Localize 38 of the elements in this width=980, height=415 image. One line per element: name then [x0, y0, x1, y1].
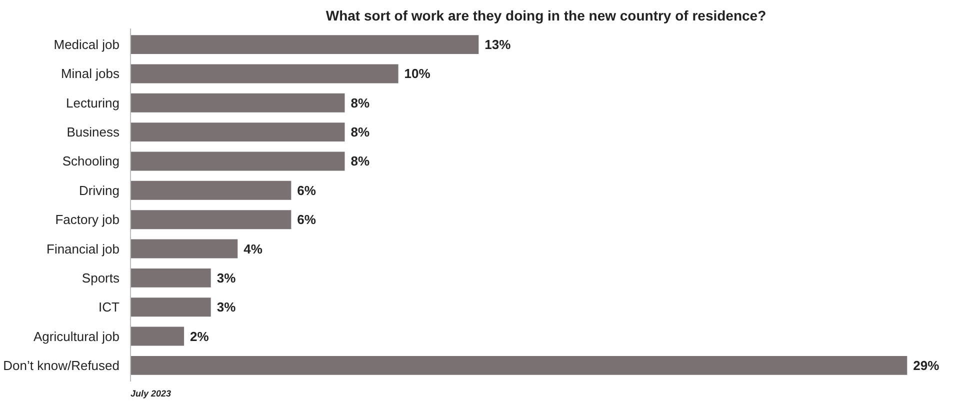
y-tick-label: ICT [98, 300, 120, 315]
y-tick-label: Lecturing [66, 95, 120, 110]
bar [130, 268, 211, 288]
data-label: 13% [484, 37, 512, 52]
y-tick-label: Medical job [54, 37, 120, 52]
y-tick-label: Don’t know/Refused [3, 358, 120, 373]
data-label: 8% [350, 154, 370, 169]
data-label: 2% [190, 328, 210, 344]
bar [130, 64, 398, 84]
y-tick-label: Factory job [55, 212, 120, 228]
chart-title: What sort of work are they doing in the new country of residence? [326, 8, 766, 24]
bar [130, 356, 908, 375]
bar [130, 152, 345, 171]
data-label: 6% [297, 182, 316, 198]
bar [130, 122, 345, 142]
y-tick-label: Agricultural job [34, 328, 120, 344]
bar [130, 35, 479, 54]
data-label: 6% [297, 212, 316, 228]
data-label: 10% [404, 66, 431, 82]
data-label: 8% [350, 124, 370, 140]
bar [130, 298, 211, 317]
data-label: 8% [350, 95, 370, 110]
y-tick-label: Schooling [62, 154, 120, 169]
y-tick-label: Financial job [46, 241, 120, 256]
text: July 2023 [130, 388, 172, 398]
bar [130, 210, 292, 230]
y-tick-label: Driving [79, 182, 120, 198]
data-label: 29% [913, 358, 940, 373]
bar [130, 239, 238, 258]
bar [130, 180, 292, 200]
data-label: 4% [244, 241, 263, 256]
y-tick-label: Minal jobs [60, 66, 120, 82]
bar [130, 326, 184, 346]
data-label: 3% [216, 270, 236, 286]
y-tick-label: Business [66, 124, 120, 140]
data-label: 3% [216, 300, 236, 315]
y-tick-label: Sports [82, 270, 120, 286]
bar [130, 93, 345, 112]
